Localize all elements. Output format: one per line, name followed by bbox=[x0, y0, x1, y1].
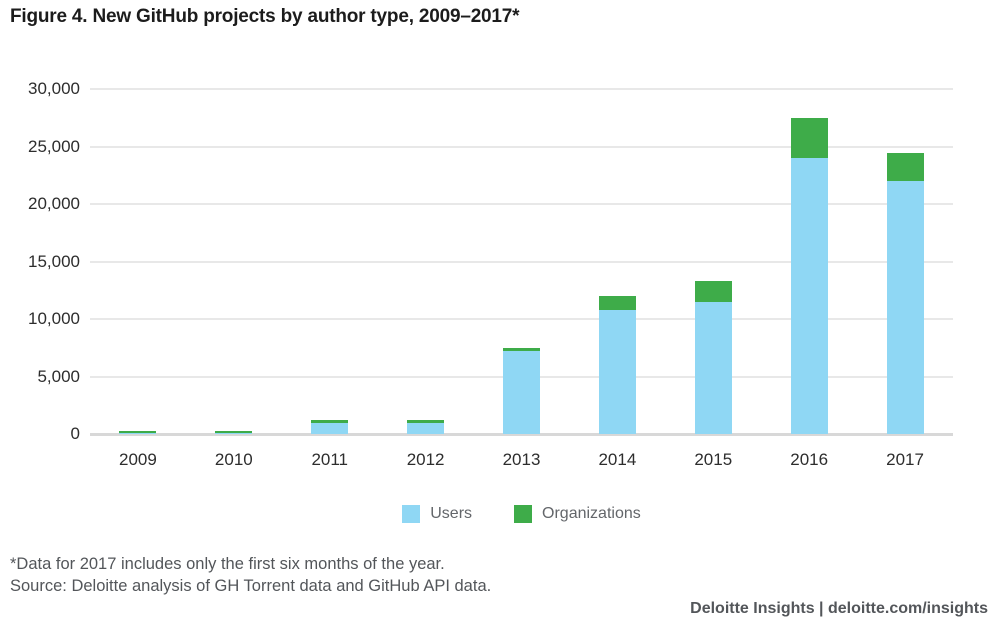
x-tick-label-2014: 2014 bbox=[598, 450, 637, 469]
figure-title: Figure 4. New GitHub projects by author … bbox=[10, 6, 520, 27]
bar-segment-users-2011 bbox=[311, 422, 349, 434]
stacked-bar-chart: 30,000 25,000 20,000 15,000 10,000 5,000 0 200… bbox=[0, 0, 953, 500]
bar-segment-organizations-2014 bbox=[598, 296, 636, 310]
bar-2013 bbox=[503, 347, 540, 434]
footnote-text: *Data for 2017 includes only the first s… bbox=[10, 555, 445, 573]
x-tick-label-2011: 2011 bbox=[311, 450, 348, 469]
bar-2016 bbox=[790, 117, 828, 434]
x-tick-label-2013: 2013 bbox=[502, 450, 541, 469]
x-axis-labels: 2009 2010 2011 2012 2013 2014 2015 2016 2017 bbox=[90, 450, 953, 474]
bar-segment-organizations-2016 bbox=[790, 117, 828, 158]
bar-2017 bbox=[886, 153, 924, 434]
bar-segment-users-2017 bbox=[886, 181, 924, 434]
legend-swatch-organizations bbox=[514, 505, 533, 523]
x-tick-label-2012: 2012 bbox=[406, 450, 445, 469]
gridline bbox=[90, 260, 953, 263]
bar-segment-users-2009 bbox=[119, 432, 157, 434]
gridline bbox=[90, 88, 953, 90]
footnote-block: *Data for 2017 includes only the first s… bbox=[10, 553, 491, 597]
bar-segment-users-2012 bbox=[407, 422, 445, 434]
bar-segment-organizations-2011 bbox=[311, 420, 349, 423]
deloitte-insights-branding: Deloitte Insights | deloitte.com/insight… bbox=[690, 600, 988, 617]
x-tick-label-2017: 2017 bbox=[886, 450, 924, 469]
gridline bbox=[90, 318, 953, 320]
legend-item-organizations: Organizations bbox=[514, 505, 641, 523]
legend-item-users: Users bbox=[402, 505, 472, 523]
bar-segment-users-2016 bbox=[790, 158, 828, 434]
y-tick-label: 0 bbox=[70, 424, 80, 443]
chart-legend: Users Organizations bbox=[90, 505, 953, 523]
bar-segment-organizations-2015 bbox=[694, 281, 732, 302]
legend-swatch-users bbox=[402, 505, 421, 523]
bar-2012 bbox=[407, 419, 445, 434]
bar-2011 bbox=[311, 420, 349, 434]
bar-segment-organizations-2010 bbox=[215, 431, 253, 433]
source-text: Source: Deloitte analysis of GH Torrent … bbox=[10, 577, 492, 595]
bar-segment-users-2014 bbox=[598, 309, 636, 434]
plot-area bbox=[90, 88, 953, 436]
bar-segment-organizations-2012 bbox=[407, 419, 445, 423]
bar-2015 bbox=[694, 281, 732, 434]
y-tick-label: 20,000 bbox=[28, 194, 80, 213]
x-tick-label-2016: 2016 bbox=[790, 450, 829, 469]
y-tick-label: 25,000 bbox=[28, 136, 80, 156]
legend-label-organizations: Organizations bbox=[542, 505, 641, 522]
y-tick-label: 30,000 bbox=[28, 79, 80, 98]
bar-2009 bbox=[119, 431, 157, 434]
bar-segment-organizations-2017 bbox=[886, 153, 924, 181]
legend-label-users: Users bbox=[430, 505, 473, 522]
gridline bbox=[90, 203, 953, 205]
bar-segment-users-2015 bbox=[694, 301, 732, 434]
x-tick-label-2009: 2009 bbox=[119, 450, 157, 469]
y-axis-labels: 30,000 25,000 20,000 15,000 10,000 5,000 0 bbox=[0, 0, 80, 500]
x-tick-label-2010: 2010 bbox=[214, 450, 253, 469]
y-tick-label: 5,000 bbox=[37, 366, 80, 386]
bar-2014 bbox=[598, 296, 636, 434]
bar-segment-users-2013 bbox=[503, 351, 540, 434]
y-tick-label: 10,000 bbox=[28, 309, 80, 328]
y-tick-label: 15,000 bbox=[28, 251, 80, 271]
bar-segment-organizations-2009 bbox=[119, 431, 157, 433]
gridline bbox=[90, 145, 953, 148]
bar-segment-users-2010 bbox=[215, 432, 253, 434]
x-tick-label-2015: 2015 bbox=[694, 450, 733, 469]
x-axis-zero-line bbox=[90, 433, 953, 436]
bar-segment-organizations-2013 bbox=[503, 347, 540, 352]
bar-2010 bbox=[215, 431, 253, 434]
